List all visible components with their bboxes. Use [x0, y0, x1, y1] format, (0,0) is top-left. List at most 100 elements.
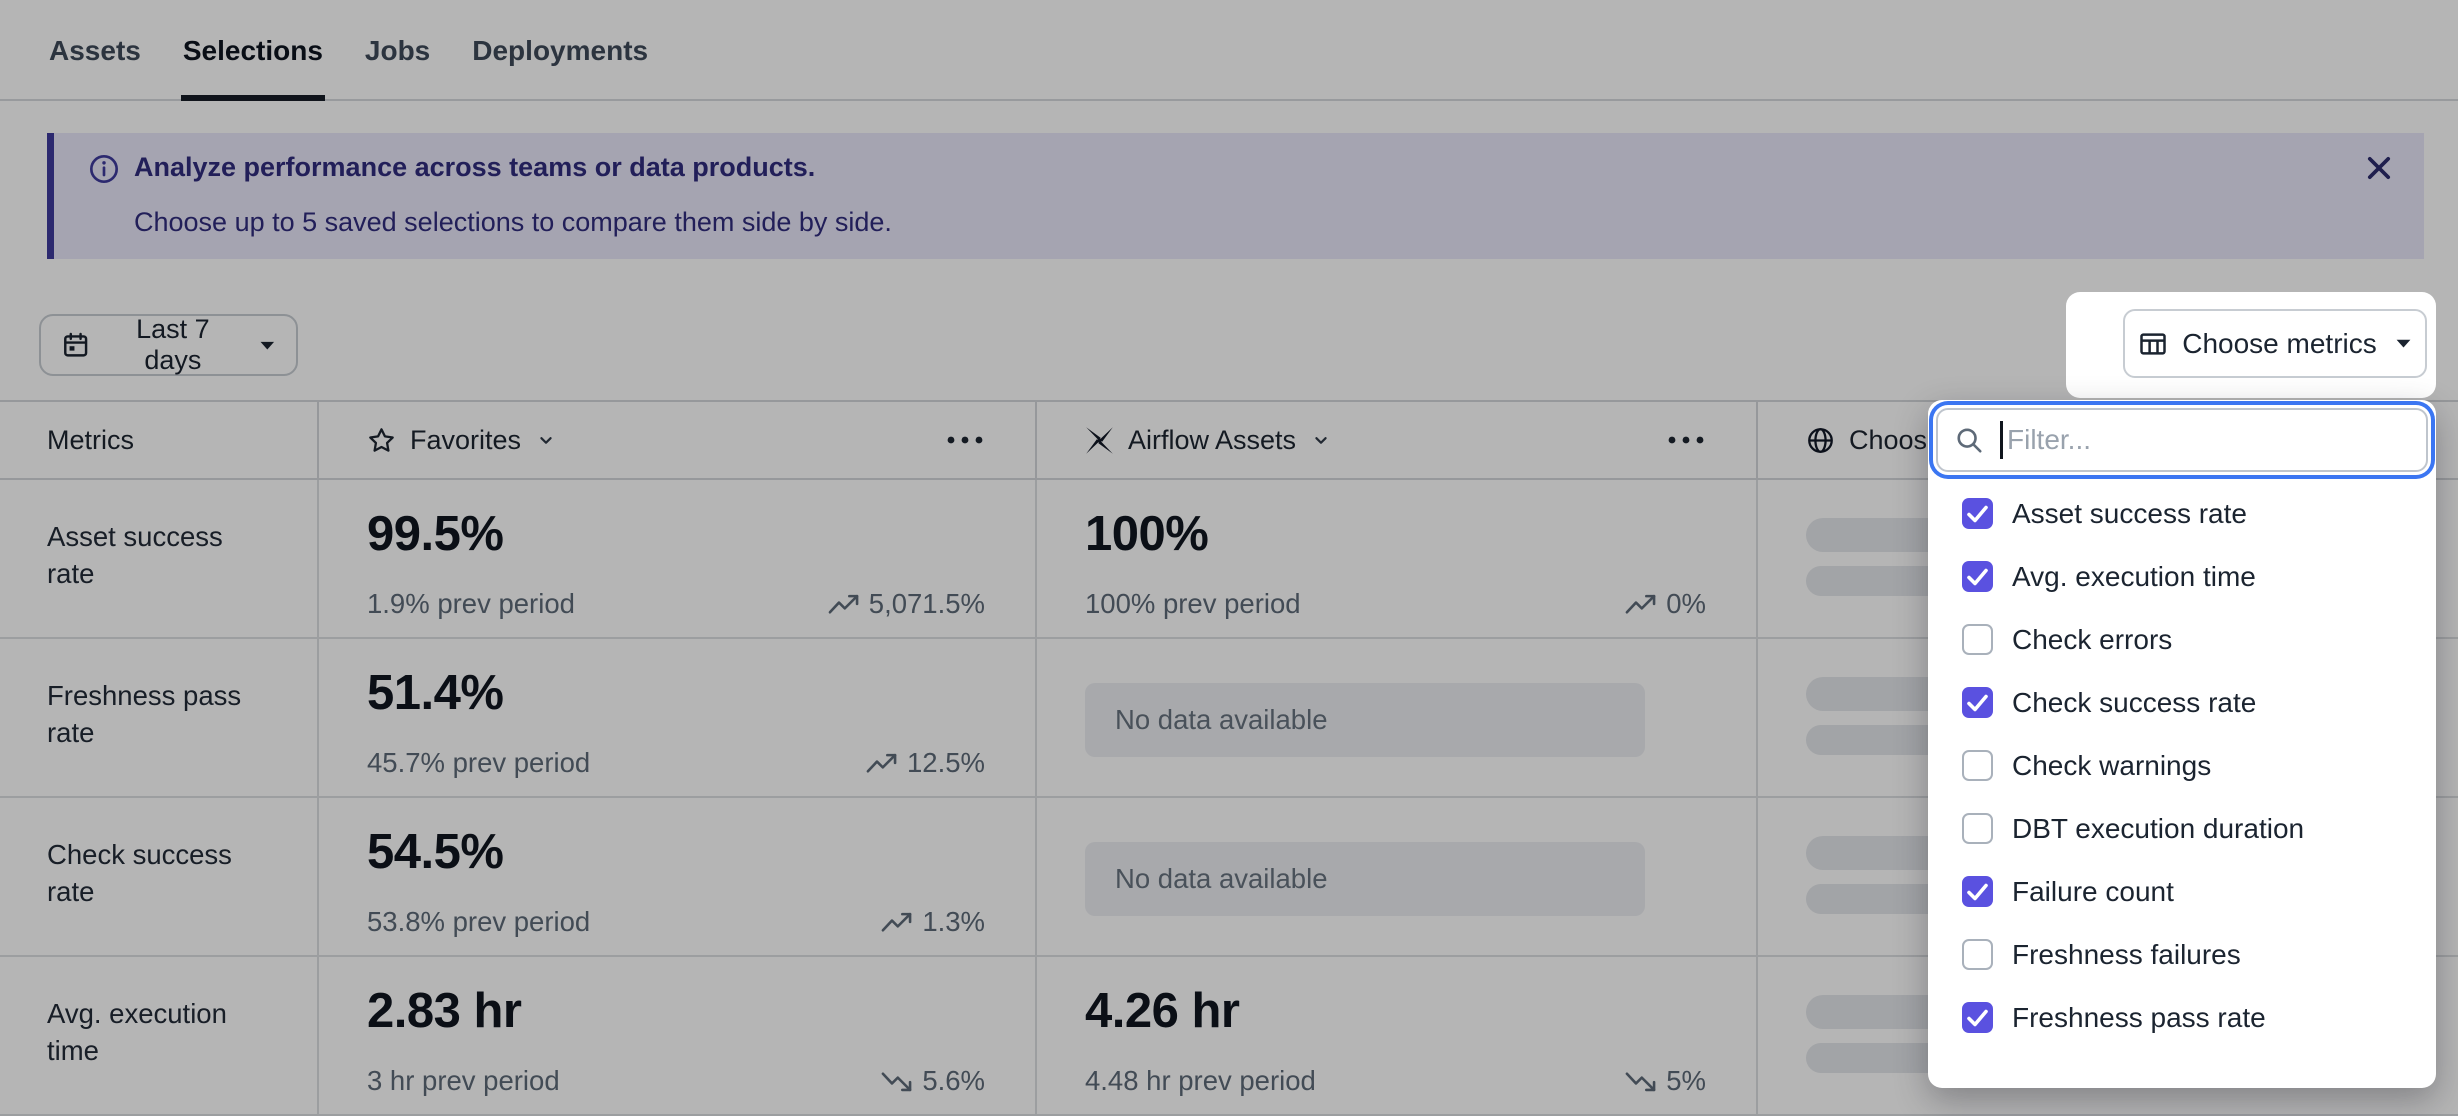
- checkbox[interactable]: [1962, 1002, 1993, 1033]
- metric-name: Freshness pass rate: [47, 680, 242, 748]
- trend-value: 1.3%: [922, 906, 985, 937]
- check-icon: [1967, 883, 1988, 901]
- favorites-cell: 54.5% 53.8% prev period 1.3%: [317, 798, 1035, 955]
- tab-assets[interactable]: Assets: [49, 34, 141, 66]
- favorites-cell: 51.4% 45.7% prev period 12.5%: [317, 639, 1035, 796]
- table-row: Avg. execution time 2.83 hr 3 hr prev pe…: [0, 957, 2458, 1116]
- choose-metrics-button[interactable]: Choose metrics: [2123, 309, 2427, 378]
- banner-subtitle: Choose up to 5 saved selections to compa…: [134, 207, 892, 237]
- no-data-box: No data available: [1085, 683, 1645, 757]
- trend-value: 12.5%: [907, 747, 985, 778]
- metric-option[interactable]: Check warnings: [1936, 734, 2428, 797]
- checkbox[interactable]: [1962, 939, 1993, 970]
- column-header-favorites: Favorites: [317, 402, 1035, 478]
- metric-option[interactable]: Failure count: [1936, 860, 2428, 923]
- airflow-icon: [1086, 426, 1113, 454]
- metric-name-cell: Avg. execution time: [0, 957, 317, 1114]
- table-icon: [2140, 332, 2166, 355]
- metric-option-label: Check errors: [2012, 623, 2173, 655]
- checkbox[interactable]: [1962, 561, 1993, 592]
- trend-indicator: 5%: [1625, 1065, 1706, 1097]
- column-menu-icon[interactable]: [945, 420, 985, 460]
- favorites-cell: 99.5% 1.9% prev period 5,071.5%: [317, 480, 1035, 637]
- tab-deployments[interactable]: Deployments: [472, 34, 649, 66]
- airflow-cell: 4.26 hr 4.48 hr prev period 5%: [1035, 957, 1756, 1114]
- metric-name-cell: Asset success rate: [0, 480, 317, 637]
- metric-option[interactable]: Freshness pass rate: [1936, 986, 2428, 1049]
- airflow-cell: No data available: [1035, 798, 1756, 955]
- checkbox[interactable]: [1962, 876, 1993, 907]
- airflow-cell: No data available: [1035, 639, 1756, 796]
- banner-close-icon[interactable]: [2362, 151, 2396, 185]
- trend-value: 5.6%: [922, 1065, 985, 1096]
- filter-field: [1936, 408, 2428, 472]
- filter-input[interactable]: [2003, 412, 2426, 468]
- prev-period-label: 100% prev period: [1085, 588, 1301, 619]
- trend-up-icon: [828, 594, 859, 614]
- metric-option[interactable]: Asset success rate: [1936, 482, 2428, 545]
- prev-period-label: 45.7% prev period: [367, 747, 591, 778]
- checkbox[interactable]: [1962, 687, 1993, 718]
- metric-options-list: Asset success rate Avg. execution time C…: [1936, 482, 2428, 1049]
- choose-metrics-halo: Choose metrics: [2066, 292, 2436, 398]
- check-icon: [1967, 694, 1988, 712]
- column-header-choose-selection: Choose: [1756, 402, 2458, 478]
- tab-selections[interactable]: Selections: [180, 0, 325, 101]
- no-data-label: No data available: [1115, 863, 1328, 894]
- column-menu-icon[interactable]: [1666, 420, 1706, 460]
- metric-option[interactable]: Check errors: [1936, 608, 2428, 671]
- prev-period-label: 53.8% prev period: [367, 906, 591, 937]
- metric-name-cell: Freshness pass rate: [0, 639, 317, 796]
- calendar-icon: [64, 332, 88, 357]
- trend-value: 5%: [1666, 1065, 1706, 1096]
- prev-period-label: 3 hr prev period: [367, 1065, 560, 1096]
- metric-option[interactable]: Avg. execution time: [1936, 545, 2428, 608]
- metric-value: 51.4%: [367, 666, 504, 720]
- metric-value: 100%: [1085, 507, 1209, 561]
- metric-name: Asset success rate: [47, 521, 223, 589]
- star-icon: [369, 427, 394, 452]
- metrics-column-header: Metrics: [47, 424, 134, 455]
- date-range-button[interactable]: Last 7 days: [39, 314, 298, 376]
- chevron-down-icon[interactable]: [1310, 429, 1332, 451]
- metric-option-label: DBT execution duration: [2012, 812, 2305, 844]
- column-title[interactable]: Choose: [1849, 424, 1943, 455]
- trend-indicator: 5.6%: [881, 1065, 985, 1097]
- trend-indicator: 5,071.5%: [828, 588, 985, 620]
- column-title[interactable]: Airflow Assets: [1128, 424, 1297, 455]
- no-data-label: No data available: [1115, 704, 1328, 735]
- metric-option-label: Freshness failures: [2012, 938, 2241, 970]
- metric-option-label: Failure count: [2012, 875, 2174, 907]
- trend-value: 0%: [1666, 588, 1706, 619]
- checkbox[interactable]: [1962, 813, 1993, 844]
- favorites-cell: 2.83 hr 3 hr prev period 5.6%: [317, 957, 1035, 1114]
- date-range-label: Last 7 days: [136, 314, 210, 375]
- metric-name: Check success rate: [47, 839, 232, 907]
- metric-option-label: Avg. execution time: [2012, 560, 2256, 592]
- prev-period-label: 4.48 hr prev period: [1085, 1065, 1316, 1096]
- checkbox[interactable]: [1962, 498, 1993, 529]
- checkbox[interactable]: [1962, 624, 1993, 655]
- metric-option-label: Asset success rate: [2012, 497, 2247, 529]
- metric-option-label: Check warnings: [2012, 749, 2212, 781]
- column-title[interactable]: Favorites: [410, 424, 522, 455]
- globe-icon: [1808, 427, 1833, 453]
- table-header-row: Metrics Favorites: [0, 402, 2458, 480]
- metric-option[interactable]: DBT execution duration: [1936, 797, 2428, 860]
- metric-option[interactable]: Check success rate: [1936, 671, 2428, 734]
- no-data-box: No data available: [1085, 842, 1645, 916]
- checkbox[interactable]: [1962, 750, 1993, 781]
- chevron-down-icon[interactable]: [535, 429, 557, 451]
- tab-jobs[interactable]: Jobs: [364, 34, 431, 66]
- trend-up-icon: [1625, 594, 1656, 614]
- airflow-cell: 100% 100% prev period 0%: [1035, 480, 1756, 637]
- check-icon: [1967, 1009, 1988, 1027]
- info-banner: Analyze performance across teams or data…: [47, 133, 2424, 259]
- metric-value: 4.26 hr: [1085, 984, 1240, 1038]
- metric-option[interactable]: Freshness failures: [1936, 923, 2428, 986]
- choose-metrics-label: Choose metrics: [2182, 327, 2377, 359]
- check-icon: [1967, 568, 1988, 586]
- tab-bar: Assets Selections Jobs Deployments: [0, 0, 2458, 101]
- info-icon: [88, 153, 120, 185]
